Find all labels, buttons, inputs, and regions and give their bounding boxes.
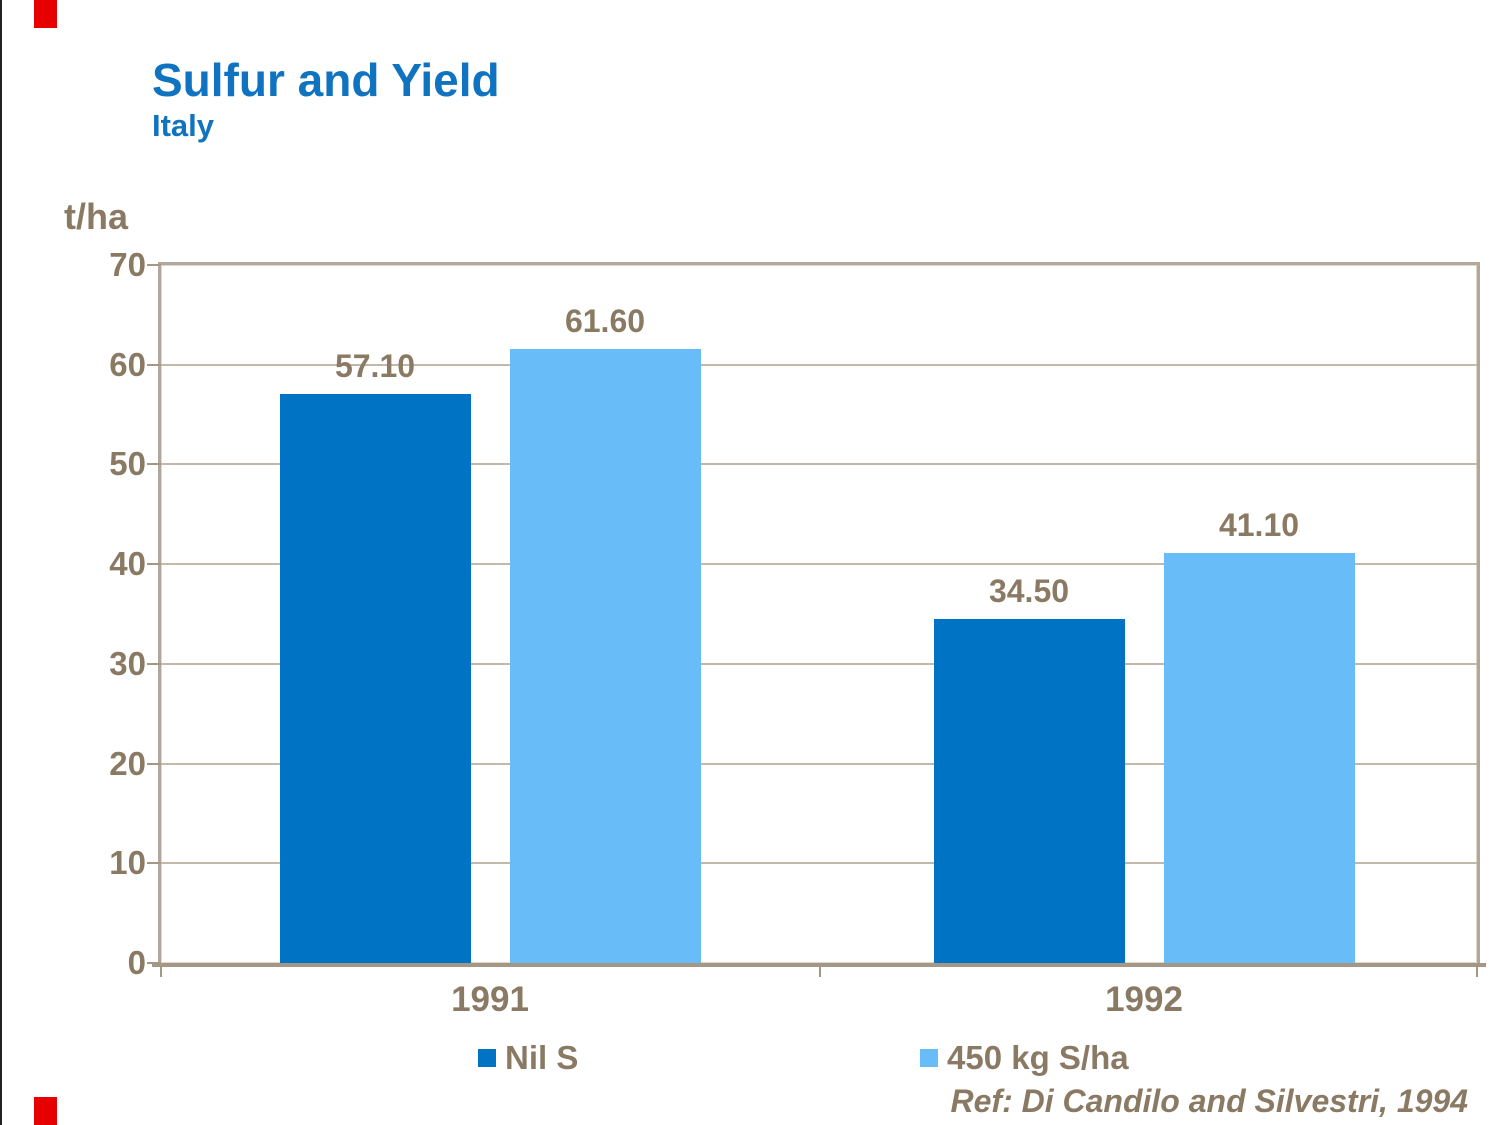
legend-entry-450-kg-s/ha: 450 kg S/ha: [920, 1038, 1129, 1078]
legend-swatch-icon: [920, 1049, 938, 1067]
reference-note: Ref: Di Candilo and Silvestri, 1994: [950, 1083, 1468, 1119]
value-label-1991-1: 61.60: [564, 303, 646, 339]
y-tick-label-70: 70: [109, 246, 146, 283]
left-edge-line: [0, 0, 2, 1125]
red-corner-mark-bottom: [34, 1097, 57, 1125]
value-label-1992-1: 41.10: [1218, 507, 1300, 543]
gridline-50: [161, 463, 1477, 466]
value-label-1991-0: 57.10: [334, 348, 416, 384]
legend-swatch-icon: [478, 1049, 496, 1067]
gridline-40: [161, 563, 1477, 566]
y-tick-label-50: 50: [109, 445, 146, 483]
y-tick-label-20: 20: [109, 744, 146, 782]
gridline-60: [161, 363, 1477, 366]
y-tick-10: [147, 862, 161, 865]
category-label-1991: 1991: [451, 980, 529, 1019]
red-corner-mark-top: [34, 0, 57, 28]
y-tick-20: [147, 762, 161, 765]
y-axis-unit-label: t/ha: [64, 196, 129, 237]
y-tick-60: [147, 363, 161, 366]
legend-label: 450 kg S/ha: [947, 1039, 1129, 1076]
x-tick-2: [1476, 963, 1478, 977]
y-tick-label-10: 10: [109, 844, 146, 882]
x-tick-1: [819, 963, 821, 977]
bar-1991-nil-s: [280, 394, 471, 963]
y-tick-label-60: 60: [109, 345, 146, 383]
gridline-20: [161, 762, 1477, 765]
value-label-1992-0: 34.50: [988, 573, 1070, 609]
y-tick-label-0: 0: [127, 944, 146, 981]
x-tick-0: [160, 963, 162, 977]
legend-entry-nil-s: Nil S: [478, 1038, 578, 1078]
chart-subtitle: Italy: [152, 108, 215, 143]
y-tick-label-40: 40: [109, 545, 146, 583]
y-tick-0: [147, 962, 161, 964]
y-tick-30: [147, 662, 161, 665]
bar-1992-nil-s: [934, 619, 1125, 963]
y-tick-40: [147, 563, 161, 566]
legend-label: Nil S: [505, 1039, 579, 1076]
gridline-30: [161, 662, 1477, 665]
y-tick-50: [147, 463, 161, 466]
chart-title: Sulfur and Yield: [152, 54, 500, 106]
y-tick-label-30: 30: [109, 644, 146, 682]
gridline-10: [161, 862, 1477, 865]
category-label-1992: 1992: [1105, 980, 1183, 1019]
y-tick-70: [147, 264, 161, 266]
bar-1991-450-kg-s/ha: [510, 349, 701, 963]
bar-1992-450-kg-s/ha: [1164, 553, 1355, 963]
